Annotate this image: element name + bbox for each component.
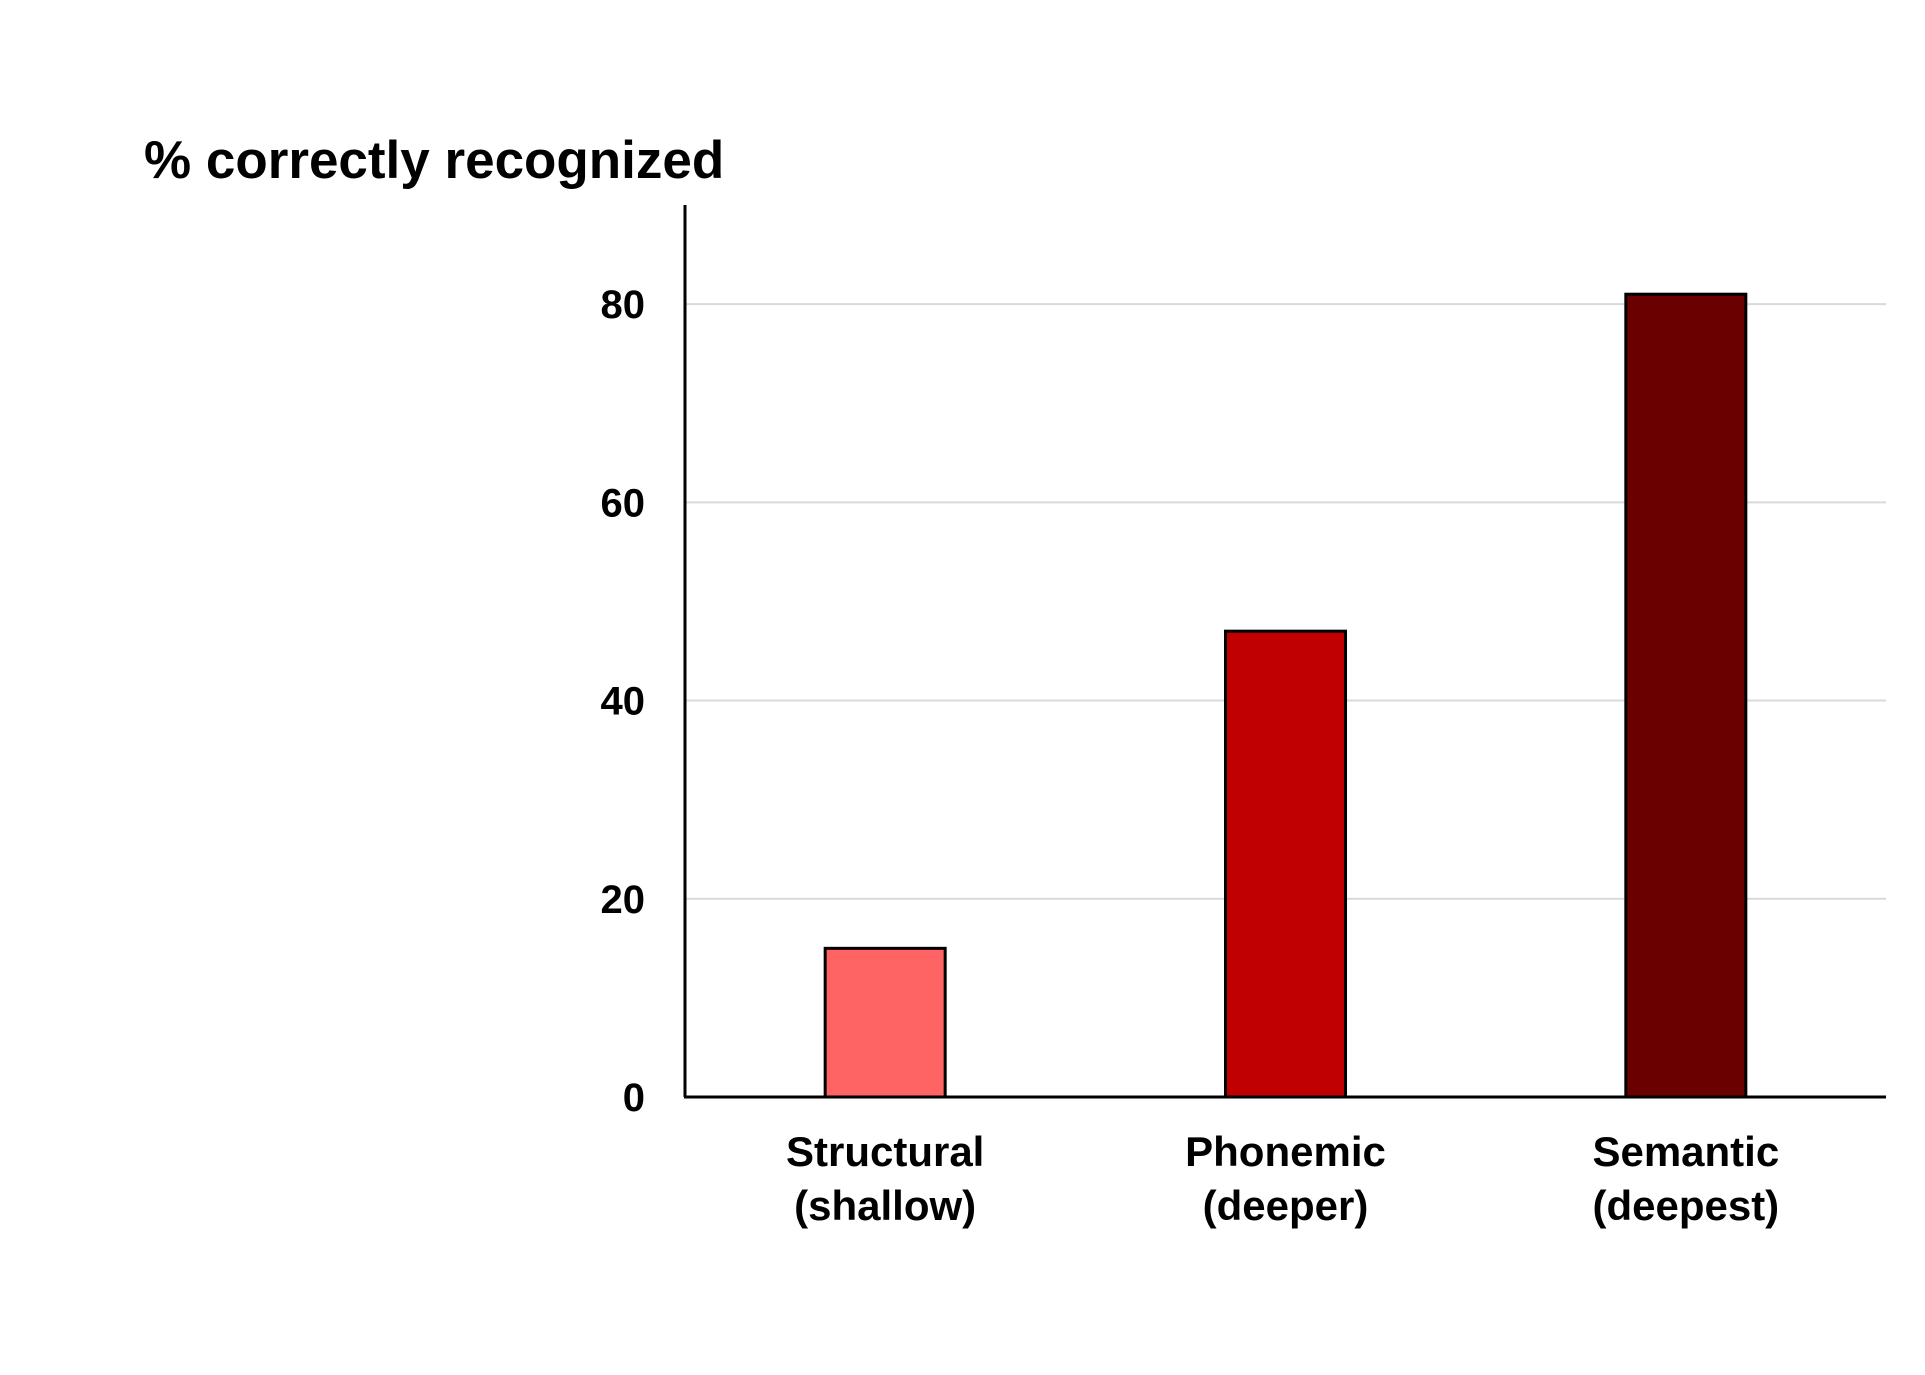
bar xyxy=(1624,292,1748,1099)
x-category-label: Phonemic xyxy=(1185,1128,1386,1175)
x-category-labels: Structural (shallow) Phonemic (deeper) Seman… xyxy=(786,1128,1779,1229)
y-tick-label: 80 xyxy=(601,283,646,327)
bars xyxy=(823,292,1748,1099)
y-tick-label: 60 xyxy=(601,481,646,525)
y-tick-label: 40 xyxy=(601,680,646,724)
bar xyxy=(823,946,947,1099)
x-category-label: Semantic xyxy=(1592,1128,1779,1175)
x-category-label: Structural xyxy=(786,1128,984,1175)
x-category-label: (deeper) xyxy=(1203,1182,1369,1229)
y-tick-labels: 0 20 40 60 80 xyxy=(601,283,646,1120)
bar xyxy=(1224,629,1347,1099)
x-category-label: (shallow) xyxy=(794,1182,976,1229)
y-axis-label: % correctly recognized xyxy=(144,131,724,190)
x-category-label: (deepest) xyxy=(1592,1182,1779,1229)
y-tick-label: 20 xyxy=(601,878,646,922)
y-tick-label: 0 xyxy=(623,1076,645,1120)
